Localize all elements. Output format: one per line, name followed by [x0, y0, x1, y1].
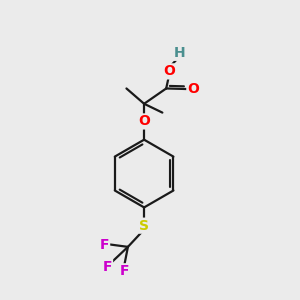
Text: O: O	[138, 114, 150, 128]
Text: S: S	[139, 219, 149, 233]
Text: F: F	[103, 260, 112, 274]
Text: O: O	[163, 64, 175, 78]
Text: H: H	[174, 46, 185, 60]
Text: F: F	[100, 238, 109, 251]
Text: F: F	[120, 264, 129, 278]
Text: O: O	[187, 82, 199, 96]
